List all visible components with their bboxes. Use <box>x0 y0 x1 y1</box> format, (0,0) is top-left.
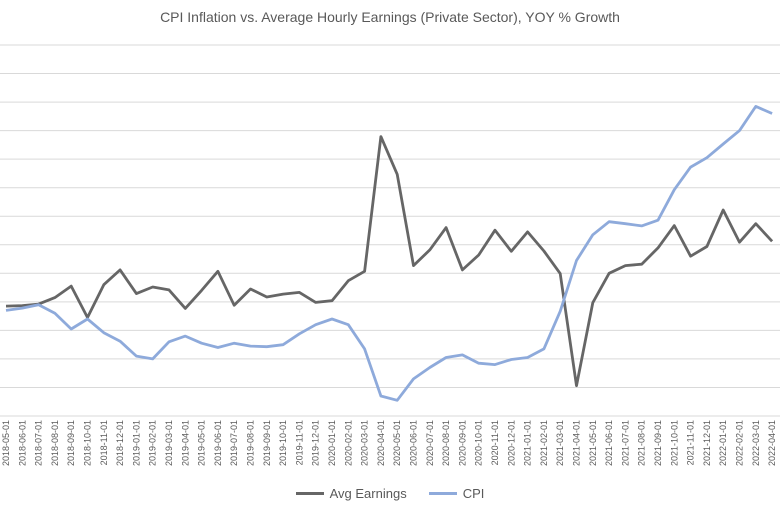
x-tick-label: 2018-08-01 <box>50 420 60 466</box>
series-lines <box>5 105 774 402</box>
x-tick-label: 2019-12-01 <box>311 420 321 466</box>
x-tick-label: 2019-09-01 <box>262 420 272 466</box>
x-tick-label: 2021-06-01 <box>604 420 614 466</box>
x-tick-label: 2022-02-01 <box>735 420 745 466</box>
x-tick-label: 2020-10-01 <box>474 420 484 466</box>
x-tick-label: 2019-08-01 <box>246 420 256 466</box>
x-tick-label: 2020-01-01 <box>327 420 337 466</box>
x-tick-label: 2021-10-01 <box>669 420 679 466</box>
legend: Avg Earnings CPI <box>0 486 780 501</box>
x-tick-label: 2018-09-01 <box>66 420 76 466</box>
x-tick-label: 2019-05-01 <box>197 420 207 466</box>
x-tick-label: 2020-04-01 <box>376 420 386 466</box>
x-tick-label: 2019-04-01 <box>180 420 190 466</box>
x-tick-label: 2020-09-01 <box>457 420 467 466</box>
x-tick-label: 2018-07-01 <box>34 420 44 466</box>
x-tick-label: 2021-08-01 <box>637 420 647 466</box>
legend-item-cpi: CPI <box>428 486 485 501</box>
x-tick-label: 2022-04-01 <box>767 420 777 466</box>
x-tick-label: 2021-05-01 <box>588 420 598 466</box>
x-tick-label: 2019-02-01 <box>148 420 158 466</box>
x-tick-label: 2020-08-01 <box>441 420 451 466</box>
x-tick-label: 2018-10-01 <box>83 420 93 466</box>
legend-swatch-avg-earnings <box>295 492 324 495</box>
x-tick-label: 2021-02-01 <box>539 420 549 466</box>
x-tick-label: 2020-06-01 <box>409 420 419 466</box>
gridlines <box>0 44 780 417</box>
x-tick-label: 2020-12-01 <box>506 420 516 466</box>
series-line-cpi <box>5 105 773 402</box>
x-tick-label: 2019-01-01 <box>131 420 141 466</box>
series-line-avg-earnings <box>5 135 774 388</box>
x-tick-label: 2021-04-01 <box>572 420 582 466</box>
x-tick-label: 2020-05-01 <box>392 420 402 466</box>
x-tick-label: 2018-05-01 <box>1 420 11 466</box>
x-tick-label: 2019-06-01 <box>213 420 223 466</box>
x-tick-label: 2019-10-01 <box>278 420 288 466</box>
x-tick-label: 2019-11-01 <box>294 420 304 465</box>
x-tick-label: 2020-02-01 <box>343 420 353 466</box>
chart-title: CPI Inflation vs. Average Hourly Earning… <box>160 9 620 25</box>
x-tick-label: 2020-11-01 <box>490 420 500 465</box>
legend-label-avg-earnings: Avg Earnings <box>329 486 407 501</box>
x-tick-label: 2021-03-01 <box>555 420 565 466</box>
x-tick-label: 2022-03-01 <box>751 420 761 466</box>
x-tick-label: 2019-03-01 <box>164 420 174 466</box>
legend-label-cpi: CPI <box>462 486 485 501</box>
x-tick-label: 2020-03-01 <box>360 420 370 466</box>
x-tick-label: 2021-07-01 <box>620 420 630 466</box>
x-tick-label: 2021-01-01 <box>523 420 533 466</box>
x-tick-label: 2020-07-01 <box>425 420 435 466</box>
x-tick-label: 2021-11-01 <box>686 420 696 465</box>
x-tick-label: 2021-12-01 <box>702 420 712 466</box>
legend-item-avg-earnings: Avg Earnings <box>295 486 407 501</box>
x-axis: 2018-05-01 2018-06-01 2018-07-01 2018-08-01… <box>1 420 777 466</box>
x-tick-label: 2021-09-01 <box>653 420 663 466</box>
x-tick-label: 2022-01-01 <box>718 420 728 466</box>
x-tick-label: 2018-11-01 <box>99 420 109 465</box>
x-tick-label: 2018-06-01 <box>17 420 27 466</box>
legend-swatch-cpi <box>428 492 457 495</box>
x-tick-label: 2019-07-01 <box>229 420 239 466</box>
x-tick-label: 2018-12-01 <box>115 420 125 466</box>
